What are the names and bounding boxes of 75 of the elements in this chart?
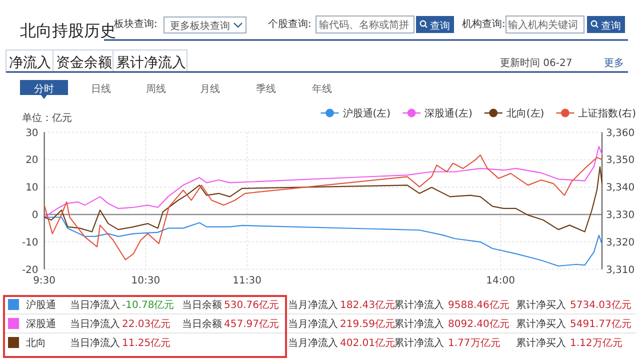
text: 更多 [604, 57, 624, 69]
text: 查询 [601, 20, 621, 32]
text: 累计净买入 [516, 337, 566, 349]
text: 5491.77亿元 [570, 319, 632, 330]
text: 净流入 [9, 55, 51, 71]
y-tick-label: -20 [22, 264, 38, 276]
text: 累计净流入 [116, 55, 186, 71]
legend-label: 北向(左) [506, 108, 544, 120]
text: 查询 [430, 20, 450, 32]
line-series [44, 216, 603, 267]
text: 月线 [200, 83, 220, 95]
text: 9588.46亿元 [448, 300, 510, 311]
text: 北向 [26, 337, 46, 349]
text: 8092.40亿元 [448, 319, 510, 330]
legend-label: 沪股通(左) [342, 108, 391, 120]
text: 182.43亿元 [340, 300, 395, 311]
x-tick-label: 9:30 [33, 275, 56, 286]
y-axis-title: 单位：亿元 [22, 112, 72, 124]
text: 219.59亿元 [340, 319, 395, 330]
y2-tick-label: 3,350 [606, 155, 635, 166]
text: 11.25亿元 [122, 338, 171, 349]
legend-label: 深股通(左) [424, 108, 472, 120]
line-series [44, 146, 603, 218]
text: 板块查询: [113, 18, 158, 30]
legend-label: 上证指数(右) [578, 108, 636, 120]
y2-tick-label: 3,340 [606, 182, 635, 194]
text: 22.03亿元 [122, 319, 171, 330]
y2-tick-label: 3,310 [606, 264, 635, 276]
text: 累计净买入 [516, 318, 566, 330]
line-series [44, 166, 603, 232]
text: 沪股通 [26, 299, 56, 311]
text: 当日余额 [182, 299, 222, 311]
text: 当日净流入 [70, 299, 120, 311]
x-tick-label: 14:00 [486, 275, 516, 286]
text: 机构查询: [462, 18, 506, 30]
y-tick-label: 0 [32, 210, 38, 221]
text: 累计净流入 [394, 337, 444, 349]
text: 402.01亿元 [340, 338, 395, 349]
y-tick-label: -10 [22, 237, 38, 248]
text: 季线 [256, 83, 276, 95]
text: 个股查询: [268, 18, 312, 30]
x-tick-label: 11:30 [232, 275, 262, 286]
y-tick-label: 20 [26, 155, 38, 166]
text: 输代码、名称或简拼 [319, 19, 409, 31]
text: 当日净流入 [70, 318, 120, 330]
text: 当月净流入 [288, 337, 338, 349]
y2-tick-label: 3,330 [606, 210, 635, 221]
text: 当月净流入 [288, 299, 338, 311]
line-series [44, 154, 603, 260]
text: 累计净买入 [516, 299, 566, 311]
y2-tick-label: 3,360 [606, 128, 635, 139]
text: 530.76亿元 [224, 300, 279, 311]
text: 1.77万亿元 [448, 338, 500, 349]
text: 年线 [312, 83, 332, 95]
text: 当日余额 [182, 318, 222, 330]
text: 457.97亿元 [224, 319, 279, 330]
text: 累计净流入 [394, 299, 444, 311]
x-tick-label: 10:30 [131, 275, 160, 286]
y-tick-label: 10 [26, 182, 38, 194]
text: 周线 [146, 83, 166, 95]
text: 输入机构关键词 [508, 19, 578, 31]
text: 当月净流入 [288, 318, 338, 330]
text: 资金余额 [56, 55, 112, 71]
text: 更多板块查询 [170, 20, 230, 32]
text: 1.12万亿元 [570, 338, 622, 349]
text: 更新时间 06-27 [500, 57, 572, 69]
text: -10.78亿元 [122, 300, 174, 311]
y-tick-label: 30 [26, 128, 38, 139]
y2-tick-label: 3,320 [606, 237, 635, 248]
text: 分时 [34, 83, 54, 95]
text: 深股通 [26, 318, 56, 330]
text: 5734.03亿元 [570, 300, 632, 311]
text: 当日净流入 [70, 337, 120, 349]
text: 日线 [91, 83, 111, 95]
text: 累计净流入 [394, 318, 444, 330]
